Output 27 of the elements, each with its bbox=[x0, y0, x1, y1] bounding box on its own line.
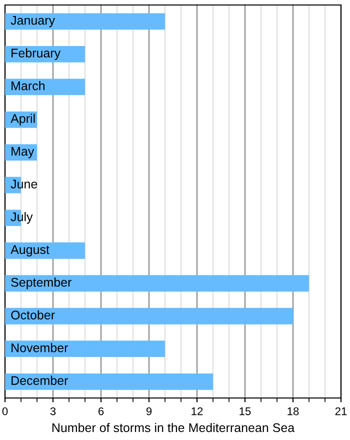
bar bbox=[5, 13, 165, 30]
y-tick-label: April bbox=[10, 114, 35, 126]
bar bbox=[5, 46, 85, 62]
y-tick-label: January bbox=[10, 16, 55, 28]
y-tick-label: September bbox=[11, 278, 72, 290]
y-tick-label: August bbox=[10, 245, 50, 256]
bar bbox=[5, 340, 165, 358]
x-tick-label: 3 bbox=[50, 407, 56, 416]
x-tick-label: 12 bbox=[192, 407, 203, 416]
y-tick-label: March bbox=[12, 81, 44, 90]
x-axis-title: Number of storms in the Mediterranean Sea bbox=[52, 422, 295, 432]
y-tick-label: November bbox=[12, 343, 68, 352]
x-tick-label: 15 bbox=[240, 407, 251, 416]
bar bbox=[5, 308, 293, 324]
x-tick-label: 6 bbox=[98, 407, 104, 416]
y-tick-label: February bbox=[12, 48, 61, 60]
y-tick-label: December bbox=[12, 376, 68, 385]
bar bbox=[5, 78, 85, 96]
x-tick-label: 18 bbox=[288, 407, 299, 416]
bar bbox=[5, 242, 85, 259]
bar bbox=[5, 373, 213, 390]
x-tick-label: 9 bbox=[146, 407, 152, 416]
y-tick-label: October bbox=[11, 310, 55, 320]
x-tick-label: 21 bbox=[335, 407, 347, 416]
bar bbox=[5, 275, 309, 292]
y-tick-label: May bbox=[12, 147, 34, 158]
x-tick-label: 0 bbox=[2, 407, 8, 416]
